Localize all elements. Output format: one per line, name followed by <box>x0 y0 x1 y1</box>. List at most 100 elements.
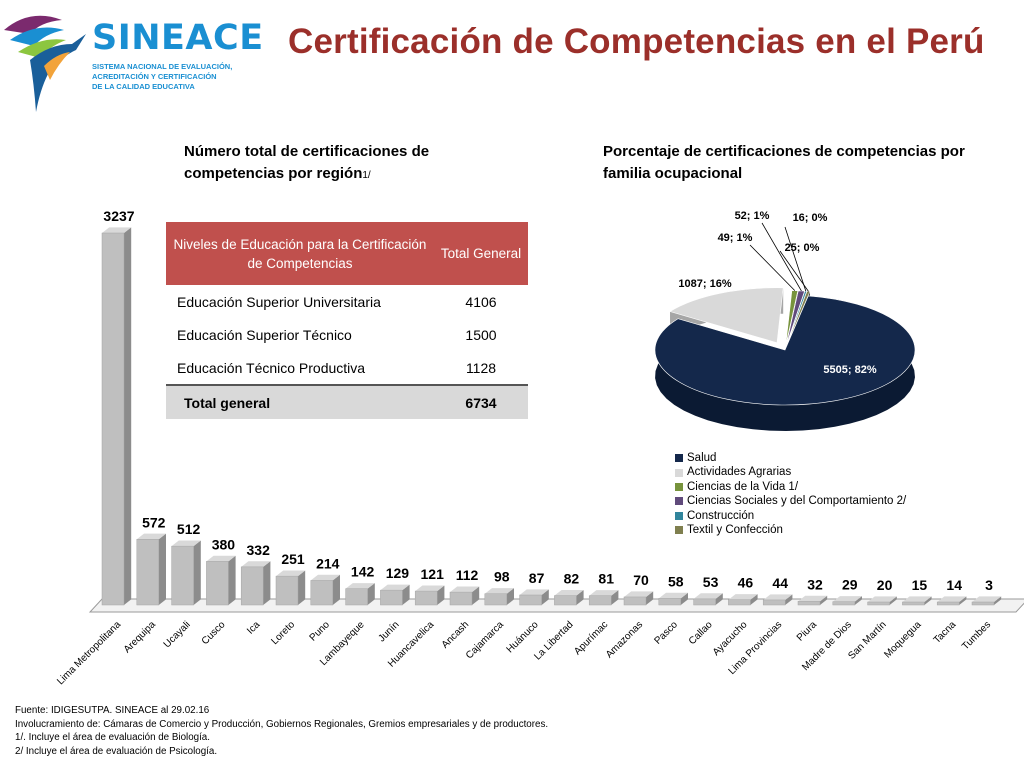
bar <box>588 595 612 606</box>
data-label: 87 <box>529 570 545 586</box>
bar <box>797 601 821 606</box>
data-label: 20 <box>877 577 893 593</box>
legend-swatch <box>675 454 683 463</box>
bar <box>484 593 508 606</box>
bar-top <box>171 540 201 547</box>
bar <box>519 594 542 606</box>
bar <box>902 601 925 606</box>
bar-top <box>832 596 862 602</box>
pie-leader-line <box>779 250 809 292</box>
bar <box>310 580 334 606</box>
category-label: Loreto <box>269 619 297 647</box>
bar-top <box>589 590 619 596</box>
bar <box>136 539 160 606</box>
bar-side <box>715 593 723 605</box>
category-label: Ica <box>245 619 263 637</box>
bar <box>693 598 716 606</box>
table-header-total: Total General <box>434 222 528 285</box>
region-bar-chart: 3237 Lima Metropolitana 572 Arequipa 512 Ucay… <box>55 208 1024 687</box>
hummingbird-logo-icon <box>4 15 86 112</box>
bar <box>240 566 264 606</box>
bar <box>414 590 438 606</box>
bar-top <box>624 591 654 597</box>
bar-top <box>241 561 271 567</box>
table-cell-value: 1500 <box>434 318 528 351</box>
bar <box>554 595 577 606</box>
bar-top <box>519 589 549 596</box>
pie-data-label: 1087; 16% <box>678 278 731 290</box>
bar <box>867 601 890 606</box>
pie-data-label: 16; 0% <box>793 212 828 224</box>
category-label: Tacna <box>932 619 959 646</box>
bar-top <box>450 586 480 593</box>
legend-item: Textil y Confección <box>675 523 906 537</box>
category-label: Junín <box>376 619 401 644</box>
bar-side <box>611 590 619 605</box>
category-label: Cajamarca <box>464 619 506 661</box>
table-row: Educación Superior Técnico 1500 <box>166 318 528 351</box>
legend-item: Salud <box>675 451 906 465</box>
bar <box>275 575 299 606</box>
page-title: Certificación de Competencias en el Perú <box>288 22 985 61</box>
data-label: 15 <box>912 577 928 593</box>
pie-slice <box>654 295 916 406</box>
bar-side <box>402 584 410 605</box>
category-label: Arequipa <box>122 619 158 655</box>
pie-data-label: 52; 1% <box>735 210 770 222</box>
bar <box>936 601 960 606</box>
bar-top <box>972 596 1002 602</box>
data-label: 32 <box>807 576 823 592</box>
bar-side <box>193 540 201 605</box>
category-label: Amazonas <box>604 619 645 660</box>
data-label: 251 <box>281 551 305 567</box>
table-total-label: Total general <box>166 384 434 419</box>
bar <box>762 599 786 606</box>
data-label: 44 <box>772 575 788 591</box>
category-label: Ucayali <box>162 619 193 650</box>
bar-side <box>367 583 375 605</box>
legend-item: Construcción <box>675 509 906 523</box>
category-label: Moquegua <box>882 619 924 661</box>
bar-top <box>276 570 306 577</box>
bar-side <box>332 574 340 605</box>
logo-line: DE LA CALIDAD EDUCATIVA <box>92 82 195 91</box>
bar-top <box>728 594 758 600</box>
category-label: Pasco <box>652 619 680 647</box>
category-label: Ancash <box>440 619 471 650</box>
table-total-row: Total general 6734 <box>166 384 528 419</box>
category-label: Puno <box>308 619 333 644</box>
pie-data-label: 25; 0% <box>785 242 820 254</box>
legend-swatch <box>675 483 683 492</box>
bar-top <box>415 585 445 592</box>
bar <box>728 599 751 606</box>
bar-top <box>937 596 967 602</box>
bar <box>380 589 403 606</box>
bar <box>206 561 229 606</box>
pie-legend: Salud Actividades Agrarias Ciencias de l… <box>675 451 906 537</box>
legend-label: Textil y Confección <box>687 524 783 537</box>
table-header-row: Niveles de Educación para la Certificaci… <box>166 222 528 285</box>
bar-side <box>576 589 584 605</box>
legend-swatch <box>675 468 683 477</box>
pie-leader-line <box>749 244 796 291</box>
bar-top <box>345 583 375 589</box>
data-label: 112 <box>456 567 479 583</box>
bar-chart-subtitle-text: Número total de certificaciones de compe… <box>184 143 430 182</box>
bar-side <box>646 591 654 605</box>
data-label: 121 <box>421 566 445 582</box>
table-cell-value: 4106 <box>434 285 528 318</box>
data-label: 29 <box>842 577 858 593</box>
data-label: 14 <box>946 577 962 593</box>
bar-side <box>924 596 932 605</box>
bar-side <box>158 533 166 605</box>
legend-label: Ciencias Sociales y del Comportamiento 2… <box>687 495 907 508</box>
bar-top <box>136 533 166 540</box>
category-label: San Martín <box>846 619 888 661</box>
bar-top <box>380 584 410 591</box>
bar-side <box>889 596 897 605</box>
bar-top <box>798 595 828 602</box>
table-cell-label: Educación Superior Universitaria <box>166 285 434 318</box>
footer-note-1: 1/. Incluye el área de evaluación de Bio… <box>15 732 210 743</box>
table-row: Educación Técnico Productiva 1128 <box>166 351 528 385</box>
bar-side <box>959 596 967 605</box>
